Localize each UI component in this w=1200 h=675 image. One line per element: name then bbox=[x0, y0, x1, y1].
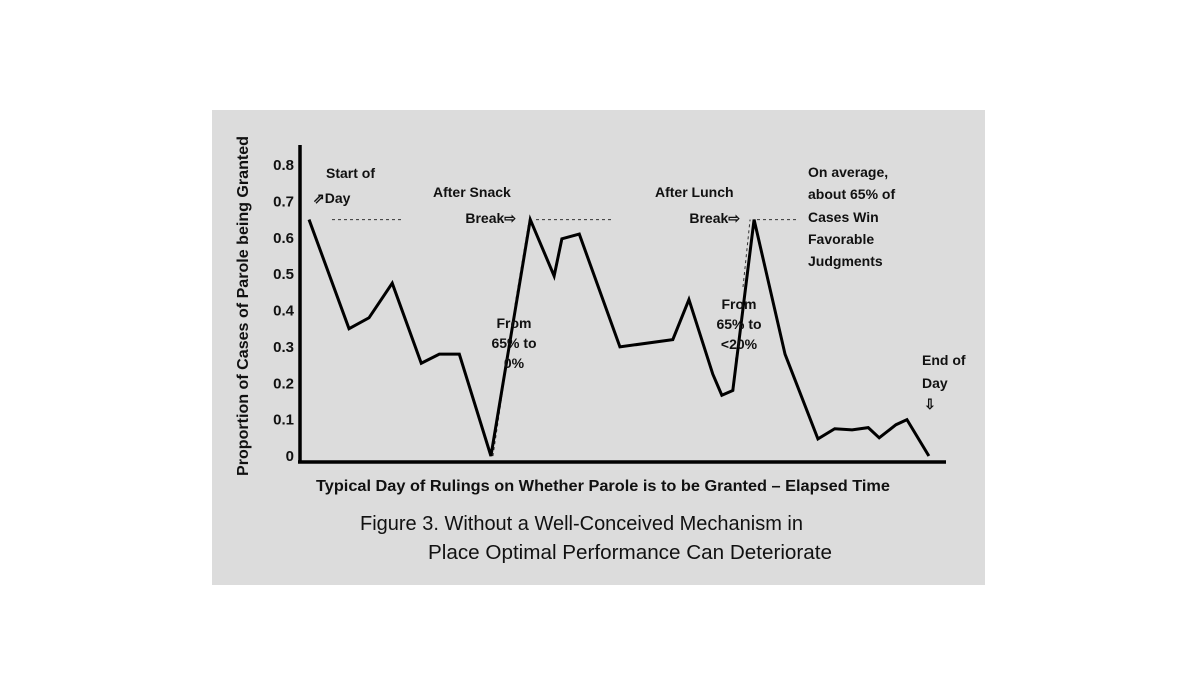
y-tick-label: 0.7 bbox=[273, 193, 294, 210]
annotation-text: 0% bbox=[504, 355, 525, 371]
x-axis-title: Typical Day of Rulings on Whether Parole… bbox=[316, 478, 890, 495]
annotation-text: <20% bbox=[721, 336, 758, 352]
annotation-average: On average, about 65% of Cases Win Favor… bbox=[808, 164, 895, 269]
annotation-text: On average, bbox=[808, 164, 888, 180]
caption-line-1: Figure 3. Without a Well-Conceived Mecha… bbox=[360, 513, 803, 535]
annotation-text: From bbox=[722, 296, 757, 312]
annotation-text: Break⇨ bbox=[465, 210, 516, 226]
y-tick-label: 0.1 bbox=[273, 412, 294, 429]
annotation-end-of-day: End of Day ⇩ bbox=[922, 352, 966, 412]
annotation-text: End of bbox=[922, 352, 966, 368]
annotation-text: After Lunch bbox=[655, 184, 734, 200]
annotation-start-of-day: Start of ⇗Day bbox=[313, 165, 375, 206]
annotation-lunch-break: After Lunch Break⇨ bbox=[655, 184, 740, 226]
y-tick-label: 0 bbox=[286, 448, 294, 465]
annotation-text: After Snack bbox=[433, 184, 511, 200]
annotation-text: 65% to bbox=[716, 316, 761, 332]
annotation-drop-1: From 65% to 0% bbox=[491, 315, 536, 371]
rebound-line-lunch bbox=[742, 219, 751, 288]
annotation-text: Break⇨ bbox=[689, 210, 740, 226]
y-tick-label: 0.8 bbox=[273, 157, 294, 174]
annotation-text: 65% to bbox=[491, 335, 536, 351]
annotation-text: Favorable bbox=[808, 231, 874, 247]
figure-panel bbox=[212, 110, 985, 585]
down-arrow-icon: ⇩ bbox=[924, 396, 936, 412]
annotation-snack-break: After Snack Break⇨ bbox=[433, 184, 516, 226]
series-line bbox=[307, 214, 931, 457]
y-tick-label: 0.6 bbox=[273, 230, 294, 247]
annotation-text: Judgments bbox=[808, 253, 883, 269]
y-tick-label: 0.2 bbox=[273, 375, 294, 392]
annotation-text: Day bbox=[922, 375, 948, 391]
caption-line-2: Place Optimal Performance Can Deteriorat… bbox=[428, 542, 832, 564]
annotation-text: Start of bbox=[326, 165, 375, 181]
y-tick-label: 0.4 bbox=[273, 303, 295, 320]
y-tick-labels: 0 0.1 0.2 0.3 0.4 0.5 0.6 0.7 0.8 bbox=[273, 157, 295, 465]
y-tick-label: 0.5 bbox=[273, 266, 294, 283]
annotation-drop-2: From 65% to <20% bbox=[716, 296, 761, 352]
annotation-text: ⇗Day bbox=[313, 190, 351, 206]
annotation-text: From bbox=[497, 315, 532, 331]
annotation-text: about 65% of bbox=[808, 186, 895, 202]
y-tick-label: 0.3 bbox=[273, 339, 294, 356]
y-axis-title: Proportion of Cases of Parole being Gran… bbox=[235, 136, 252, 476]
annotation-text: Cases Win bbox=[808, 209, 879, 225]
